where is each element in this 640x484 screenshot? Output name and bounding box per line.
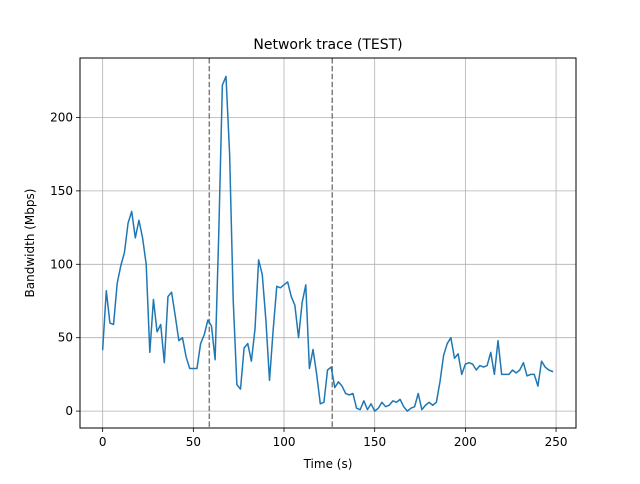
y-tick-label: 0 <box>65 404 73 418</box>
x-tick-label: 250 <box>545 435 568 449</box>
chart-title: Network trace (TEST) <box>253 37 402 53</box>
x-tick-label: 50 <box>186 435 201 449</box>
y-tick-label: 50 <box>58 331 73 345</box>
grid <box>80 58 576 428</box>
y-tick-label: 150 <box>50 184 73 198</box>
series-layer <box>101 75 554 412</box>
bandwidth-series-line <box>101 75 554 412</box>
x-tick-label: 200 <box>454 435 477 449</box>
y-tick-label: 200 <box>50 110 73 124</box>
x-axis-ticks: 0 50 100 150 200 250 <box>99 428 568 449</box>
y-tick-label: 100 <box>50 257 73 271</box>
plot-area-frame <box>79 57 577 429</box>
x-axis-label: Time (s) <box>303 457 353 471</box>
x-tick-label: 100 <box>273 435 296 449</box>
x-tick-label: 0 <box>99 435 107 449</box>
reference-lines <box>208 58 334 428</box>
x-tick-label: 150 <box>363 435 386 449</box>
y-axis-label: Bandwidth (Mbps) <box>23 189 37 298</box>
y-axis-ticks: 0 50 100 150 200 <box>50 110 80 418</box>
